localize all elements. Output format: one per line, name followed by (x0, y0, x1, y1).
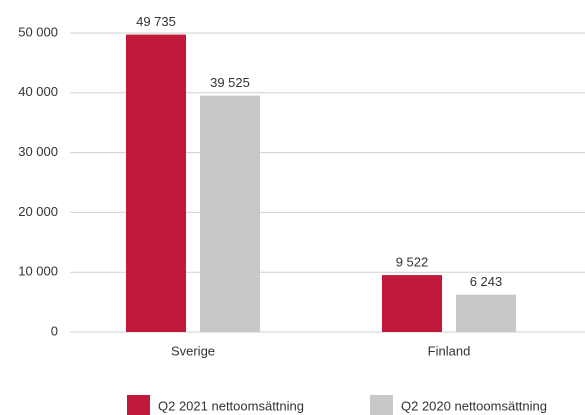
bar (382, 275, 442, 332)
x-tick-label: Sverige (171, 343, 215, 358)
legend-swatch (370, 395, 393, 415)
y-tick-label: 40 000 (18, 84, 58, 99)
y-tick-label: 30 000 (18, 144, 58, 159)
value-label: 6 243 (470, 274, 503, 289)
legend-label: Q2 2020 nettoomsättning (401, 398, 547, 413)
value-label: 39 525 (210, 75, 250, 90)
y-tick-label: 50 000 (18, 24, 58, 39)
x-tick-label: Finland (428, 343, 471, 358)
bar (200, 95, 260, 332)
bar (126, 34, 186, 332)
value-label: 49 735 (136, 14, 176, 29)
y-tick-label: 20 000 (18, 204, 58, 219)
value-label: 9 522 (396, 254, 429, 269)
legend-label: Q2 2021 nettoomsättning (158, 398, 304, 413)
bar (456, 294, 516, 332)
y-tick-label: 10 000 (18, 264, 58, 279)
legend-swatch (127, 395, 150, 415)
y-tick-label: 0 (51, 323, 58, 338)
